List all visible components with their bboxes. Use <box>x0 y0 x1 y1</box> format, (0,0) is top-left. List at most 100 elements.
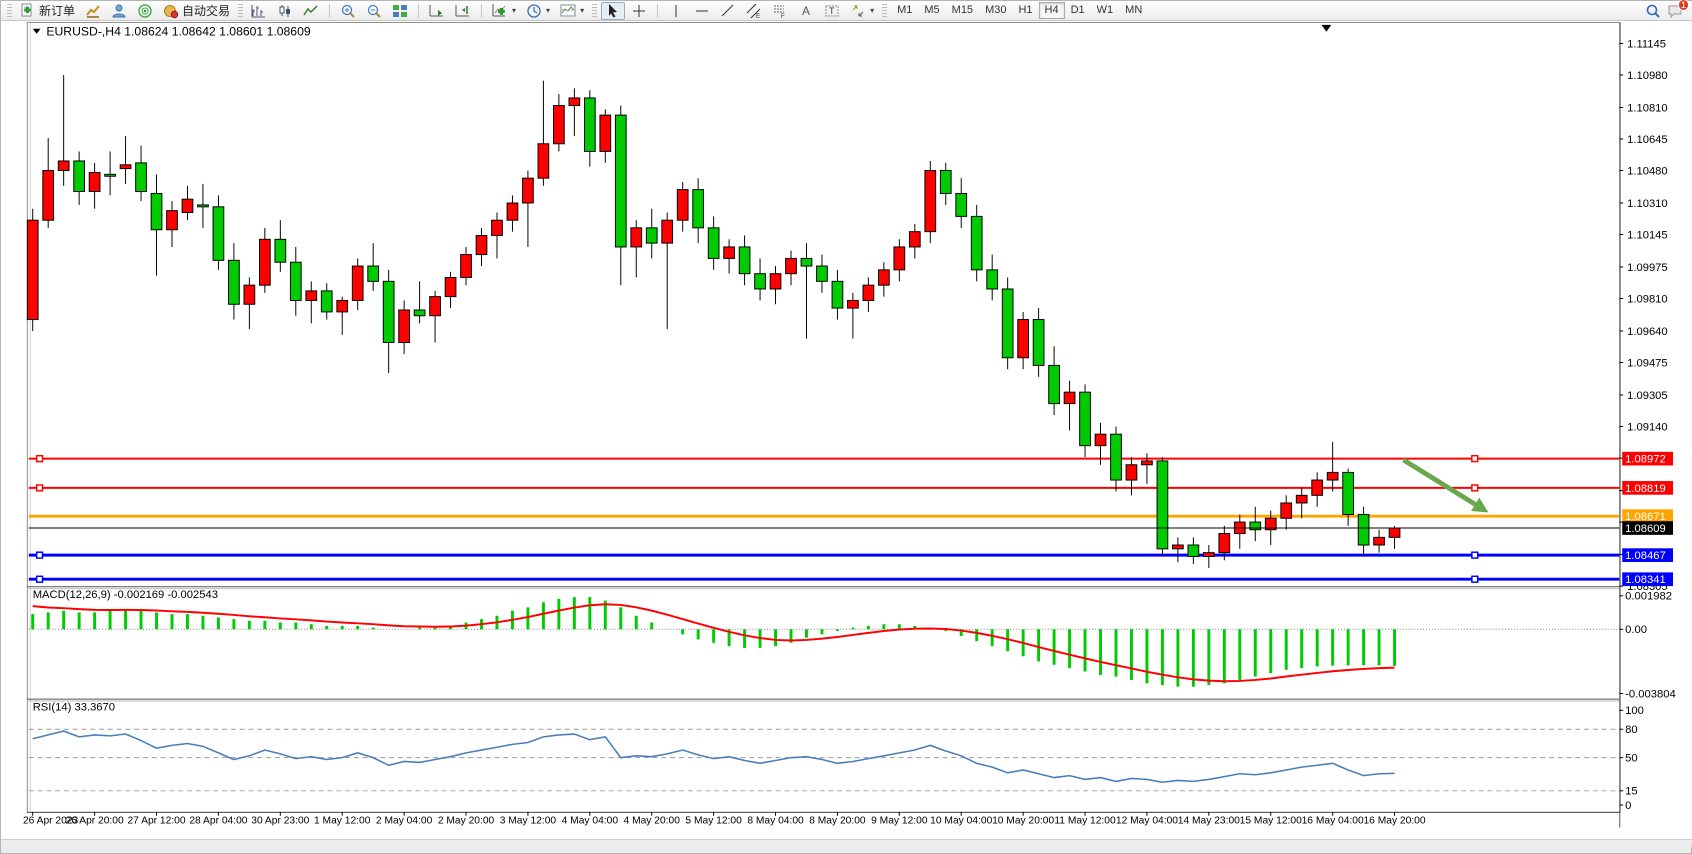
text-label-icon: T <box>825 5 839 16</box>
macd-label: MACD(12,26,9) -0.002169 -0.002543 <box>33 589 218 601</box>
timeframe-button-m30[interactable]: M30 <box>985 4 1007 16</box>
crosshair-icon <box>633 4 646 17</box>
vertical-line-icon <box>675 4 677 17</box>
vertical-line-tool-button[interactable] <box>664 2 688 20</box>
svg-text:1.10145: 1.10145 <box>1627 229 1668 241</box>
market-watch-button[interactable] <box>81 2 105 20</box>
svg-text:26 Apr 2023: 26 Apr 2023 <box>23 816 79 827</box>
templates-button[interactable]: ▾ <box>556 2 588 20</box>
cursor-icon <box>609 3 618 17</box>
candle <box>460 254 472 279</box>
svg-text:10 May 20:00: 10 May 20:00 <box>992 816 1054 827</box>
trendline-tool-button[interactable] <box>716 2 740 20</box>
candle <box>1311 479 1324 496</box>
svg-text:A: A <box>802 4 810 18</box>
svg-text:T: T <box>829 6 835 16</box>
candle <box>258 238 271 286</box>
autotrading-button[interactable]: 自动交易 <box>159 2 234 20</box>
candle <box>1218 533 1231 554</box>
channel-tool-button[interactable]: E <box>742 2 766 20</box>
arrows-tool-button[interactable]: ▾ <box>846 2 878 20</box>
timeframe-button-m5[interactable]: M5 <box>924 4 940 16</box>
horizontal-line-objects[interactable] <box>28 454 1620 583</box>
candle <box>150 192 163 231</box>
crosshair-tool-button[interactable] <box>627 2 651 20</box>
label-tool-button[interactable]: T <box>820 2 844 20</box>
timeframe-button-w1[interactable]: W1 <box>1096 4 1114 16</box>
candle <box>630 227 643 248</box>
hline-1.08819[interactable] <box>28 484 1620 492</box>
arrow-annotation[interactable] <box>1402 457 1489 513</box>
timeframe-button-h1[interactable]: H1 <box>1018 4 1033 16</box>
svg-text:12 May 04:00: 12 May 04:00 <box>1116 816 1178 827</box>
timeframe-button-mn[interactable]: MN <box>1125 4 1143 16</box>
bar-chart-icon <box>251 4 266 17</box>
indicators-button[interactable]: ▾ <box>488 2 520 20</box>
candle <box>676 189 689 221</box>
hline-1.08341[interactable] <box>28 575 1620 583</box>
dropdown-caret-icon: ▾ <box>580 6 585 15</box>
search-icon[interactable] <box>1645 3 1661 19</box>
notifications-button[interactable]: 1 <box>1667 0 1689 19</box>
rsi-pane: RSI(14) 33.3670 <box>32 701 1395 784</box>
candle <box>1048 364 1060 405</box>
fibonacci-icon: F <box>774 5 785 19</box>
svg-text:1.10810: 1.10810 <box>1627 102 1668 114</box>
candle <box>382 280 395 343</box>
svg-text:F: F <box>781 14 785 19</box>
candlestick-chart-button[interactable] <box>273 2 297 20</box>
notification-badge: 1 <box>1677 0 1689 11</box>
line-chart-button[interactable] <box>299 2 323 20</box>
auto-scroll-button[interactable] <box>425 2 449 20</box>
timeframe-button-h4[interactable]: H4 <box>1038 2 1065 19</box>
svg-text:15: 15 <box>1625 786 1637 798</box>
hline-1.08972[interactable] <box>28 454 1620 463</box>
svg-text:16 May 20:00: 16 May 20:00 <box>1363 816 1425 827</box>
main-toolbar: 新订单 自动交易 <box>1 0 1692 21</box>
text-tool-button[interactable]: A <box>794 2 818 20</box>
candle <box>800 257 813 267</box>
hline-1.08467[interactable] <box>28 551 1620 559</box>
candle <box>166 210 178 231</box>
zoom-in-button[interactable] <box>336 2 360 20</box>
fibonacci-tool-button[interactable]: F <box>768 2 792 20</box>
timeframe-button-m1[interactable]: M1 <box>897 4 913 16</box>
chart-shift-button[interactable] <box>451 2 475 20</box>
candle <box>119 164 132 170</box>
candle <box>289 261 302 301</box>
candle <box>816 265 828 282</box>
new-order-icon <box>21 3 32 16</box>
zoom-out-button[interactable] <box>362 2 386 20</box>
tile-windows-button[interactable] <box>388 2 412 20</box>
candle <box>707 227 720 259</box>
new-order-button[interactable]: 新订单 <box>16 2 79 20</box>
line-chart-icon <box>303 5 318 15</box>
toolbar-grip[interactable] <box>592 3 598 18</box>
candle <box>243 284 256 305</box>
candle <box>1079 391 1091 447</box>
bar-chart-button[interactable] <box>247 2 271 20</box>
data-window-button[interactable] <box>107 2 131 20</box>
timeframe-button-d1[interactable]: D1 <box>1070 4 1085 16</box>
candle <box>1063 391 1076 405</box>
candle <box>42 170 55 221</box>
chart-shift-marker[interactable] <box>1321 24 1332 32</box>
cursor-tool-button[interactable] <box>601 1 626 20</box>
candle <box>26 219 39 321</box>
toolbar-grip[interactable] <box>238 3 244 18</box>
periods-button[interactable]: ▾ <box>522 2 554 20</box>
candle <box>1264 517 1277 531</box>
toolbar-grip[interactable] <box>7 3 12 18</box>
horizontal-line-tool-button[interactable] <box>690 2 714 20</box>
toolbar-grip[interactable] <box>882 3 888 18</box>
chart-canvas[interactable]: 1.11145 1.10980 1.10810 1.10645 1.10480 1.103… <box>1 21 1692 847</box>
svg-text:4 May 20:00: 4 May 20:00 <box>624 816 681 827</box>
navigator-button[interactable] <box>133 2 157 20</box>
candle <box>1125 464 1138 481</box>
candle <box>692 189 705 229</box>
candle <box>444 277 457 298</box>
macd-axis[interactable]: 0.001982 0.00 -0.003804 <box>1619 591 1676 701</box>
svg-text:1.09640: 1.09640 <box>1627 326 1668 338</box>
timeframe-button-m15[interactable]: M15 <box>951 4 974 16</box>
